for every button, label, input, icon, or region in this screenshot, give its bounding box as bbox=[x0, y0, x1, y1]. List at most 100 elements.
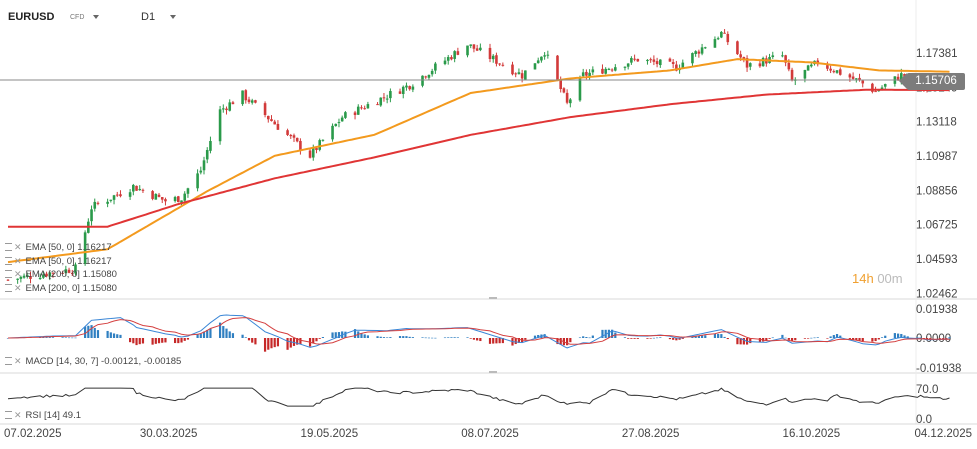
ema-legend-row[interactable]: ✕ EMA [50, 0] 1.16217 bbox=[5, 256, 112, 267]
remove-indicator-icon[interactable]: ✕ bbox=[14, 256, 22, 266]
macd-histogram-bar bbox=[132, 338, 135, 344]
price-tick-label: 1.13118 bbox=[916, 117, 957, 129]
rsi-legend-row[interactable]: ✕ RSI [14] 49.1 bbox=[5, 410, 81, 421]
timeframe-label[interactable]: D1 bbox=[141, 11, 156, 23]
candle-body bbox=[604, 68, 607, 74]
candle-body bbox=[160, 197, 164, 200]
macd-histogram-bar bbox=[929, 338, 932, 339]
macd-histogram-bar bbox=[251, 338, 254, 343]
candle-body bbox=[896, 76, 900, 81]
candle-body bbox=[334, 123, 338, 127]
candle-body bbox=[135, 185, 138, 191]
macd-histogram-bar bbox=[893, 333, 896, 338]
remove-indicator-icon[interactable]: ✕ bbox=[14, 410, 22, 420]
macd-histogram-bar bbox=[922, 338, 925, 339]
candle-body bbox=[861, 80, 865, 84]
ema-legend-row[interactable]: ✕ EMA [200, 0] 1.15080 bbox=[5, 269, 117, 280]
candle-body bbox=[761, 57, 765, 67]
indicator-settings-icon[interactable] bbox=[5, 284, 12, 293]
indicator-settings-icon[interactable] bbox=[5, 270, 12, 279]
candle-body bbox=[241, 90, 244, 105]
candle-body bbox=[202, 160, 206, 171]
macd-histogram-bar bbox=[48, 337, 51, 338]
ema-legend-row[interactable]: ✕ EMA [200, 0] 1.15080 bbox=[5, 283, 117, 294]
candle-body bbox=[848, 74, 852, 78]
indicator-settings-icon[interactable] bbox=[5, 411, 12, 420]
price-tick-label: 1.17381 bbox=[916, 48, 958, 60]
candle-body bbox=[446, 57, 450, 61]
candle-body bbox=[74, 264, 77, 274]
macd-histogram-bar bbox=[941, 338, 945, 339]
ema-legend-row[interactable]: ✕ EMA [50, 0] 1.16217 bbox=[5, 242, 112, 253]
candle-body bbox=[376, 104, 379, 106]
macd-histogram-bar bbox=[765, 338, 768, 341]
symbol-chevron-down-icon[interactable] bbox=[93, 15, 99, 19]
macd-histogram-bar bbox=[382, 337, 386, 338]
macd-histogram-bar bbox=[855, 338, 858, 341]
candle-body bbox=[356, 106, 360, 115]
candle-body bbox=[524, 70, 527, 80]
candle-body bbox=[321, 139, 325, 141]
macd-histogram-bar bbox=[119, 334, 122, 338]
candle-body bbox=[655, 61, 659, 65]
candle-body bbox=[443, 60, 447, 65]
time-tick-label: 30.03.2025 bbox=[140, 428, 198, 440]
candle-body bbox=[424, 76, 428, 78]
macd-histogram-bar bbox=[6, 338, 10, 339]
candle-body bbox=[311, 148, 315, 158]
macd-histogram-bar bbox=[379, 336, 382, 338]
macd-histogram-bar bbox=[405, 336, 408, 338]
candle-body bbox=[559, 79, 562, 90]
indicator-settings-icon[interactable] bbox=[5, 257, 12, 266]
symbol-label[interactable]: EURUSD bbox=[8, 11, 55, 23]
macd-legend-row[interactable]: ✕ MACD [14, 30, 7] -0.00121, -0.00185 bbox=[5, 356, 181, 367]
indicator-settings-icon[interactable] bbox=[5, 243, 12, 252]
pane-resize-handle[interactable] bbox=[489, 371, 497, 373]
macd-histogram-bar bbox=[630, 338, 633, 339]
candles-group bbox=[6, 29, 951, 284]
macd-histogram-bar bbox=[488, 338, 492, 344]
candle-body bbox=[713, 39, 717, 48]
rsi-tick-label: 70.0 bbox=[916, 384, 938, 396]
symbol-type-badge: CFD bbox=[70, 14, 85, 21]
indicator-settings-icon[interactable] bbox=[5, 357, 12, 366]
macd-histogram-bar bbox=[781, 334, 784, 338]
candle-body bbox=[556, 55, 559, 80]
macd-histogram-bar bbox=[810, 337, 813, 339]
candle-body bbox=[177, 196, 180, 203]
candle-body bbox=[691, 53, 694, 64]
macd-histogram-bar bbox=[45, 337, 48, 338]
time-tick-label: 07.02.2025 bbox=[4, 428, 62, 440]
bar-countdown: 14h 00m bbox=[852, 271, 903, 286]
macd-histogram-bar bbox=[244, 337, 247, 338]
candle-body bbox=[748, 63, 752, 67]
macd-histogram-bar bbox=[469, 338, 472, 339]
remove-indicator-icon[interactable]: ✕ bbox=[14, 356, 22, 366]
candle-body bbox=[829, 68, 832, 71]
macd-histogram-bar bbox=[556, 338, 559, 345]
candle-body bbox=[16, 278, 19, 280]
macd-histogram-bar bbox=[376, 336, 379, 338]
macd-histogram-bar bbox=[466, 337, 469, 338]
macd-histogram-bar bbox=[501, 338, 504, 344]
macd-histogram-bar bbox=[353, 329, 357, 338]
macd-histogram-bar bbox=[835, 334, 839, 338]
macd-histogram-bar bbox=[292, 338, 296, 346]
pane-resize-handle[interactable] bbox=[489, 297, 497, 299]
macd-histogram-bar bbox=[106, 330, 109, 338]
remove-indicator-icon[interactable]: ✕ bbox=[14, 242, 22, 252]
candle-body bbox=[19, 276, 23, 279]
candle-body bbox=[450, 57, 453, 60]
remove-indicator-icon[interactable]: ✕ bbox=[14, 269, 22, 279]
candle-body bbox=[315, 148, 318, 151]
macd-histogram-bar bbox=[299, 338, 302, 345]
macd-histogram-bar bbox=[472, 338, 476, 340]
macd-histogram-bar bbox=[138, 338, 141, 345]
macd-histogram-bar bbox=[276, 338, 280, 347]
timeframe-chevron-down-icon[interactable] bbox=[170, 15, 176, 19]
macd-histogram-bar bbox=[434, 337, 437, 339]
remove-indicator-icon[interactable]: ✕ bbox=[14, 283, 22, 293]
time-tick-label: 27.08.2025 bbox=[622, 428, 680, 440]
macd-histogram-bar bbox=[884, 335, 887, 338]
